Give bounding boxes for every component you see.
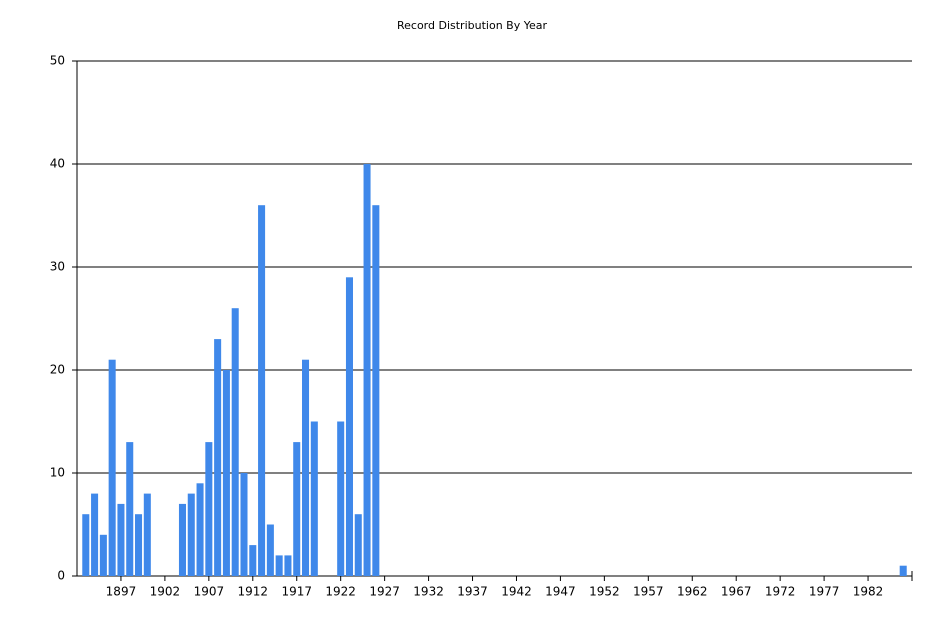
y-tick-label: 50 [50,54,65,68]
y-tick-label: 20 [50,363,65,377]
y-tick-label: 0 [57,569,65,583]
bar [82,514,90,576]
bar [899,565,907,576]
x-tick-label: 1937 [457,585,488,599]
chart-title: Record Distribution By Year [397,19,547,32]
x-tick-label: 1952 [589,585,620,599]
bar [302,359,310,576]
bar [249,545,257,576]
bar [293,442,301,576]
y-tick-label: 30 [50,260,65,274]
bar [117,503,125,576]
bar [337,421,345,576]
x-tick-label: 1907 [194,585,225,599]
bar [222,370,230,576]
x-tick-label: 1947 [545,585,576,599]
bar [126,442,134,576]
bar [275,555,283,576]
bar [345,277,353,576]
x-tick-label: 1967 [721,585,752,599]
x-tick-label: 1977 [809,585,840,599]
bar [372,205,380,576]
bar [135,514,143,576]
bar [214,339,222,576]
bar [363,164,371,576]
bar [196,483,204,576]
x-tick-label: 1917 [281,585,312,599]
bar [266,524,274,576]
x-tick-label: 1912 [238,585,269,599]
bar [108,359,116,576]
y-tick-label: 10 [50,466,65,480]
bar [258,205,266,576]
bar [284,555,292,576]
bar [310,421,318,576]
bar [231,308,239,576]
x-tick-label: 1897 [106,585,137,599]
bar [205,442,213,576]
x-tick-label: 1972 [765,585,796,599]
bar [143,493,151,576]
bar [354,514,362,576]
x-tick-label: 1902 [150,585,181,599]
x-tick-label: 1957 [633,585,664,599]
x-tick-label: 1982 [853,585,884,599]
x-tick-label: 1932 [413,585,444,599]
x-tick-label: 1942 [501,585,532,599]
y-tick-label: 40 [50,157,65,171]
x-tick-label: 1922 [325,585,356,599]
bar [187,493,195,576]
bar [178,503,186,576]
bar [99,534,107,576]
bar [240,473,248,576]
bar [91,493,99,576]
x-tick-label: 1962 [677,585,708,599]
x-tick-label: 1927 [369,585,400,599]
